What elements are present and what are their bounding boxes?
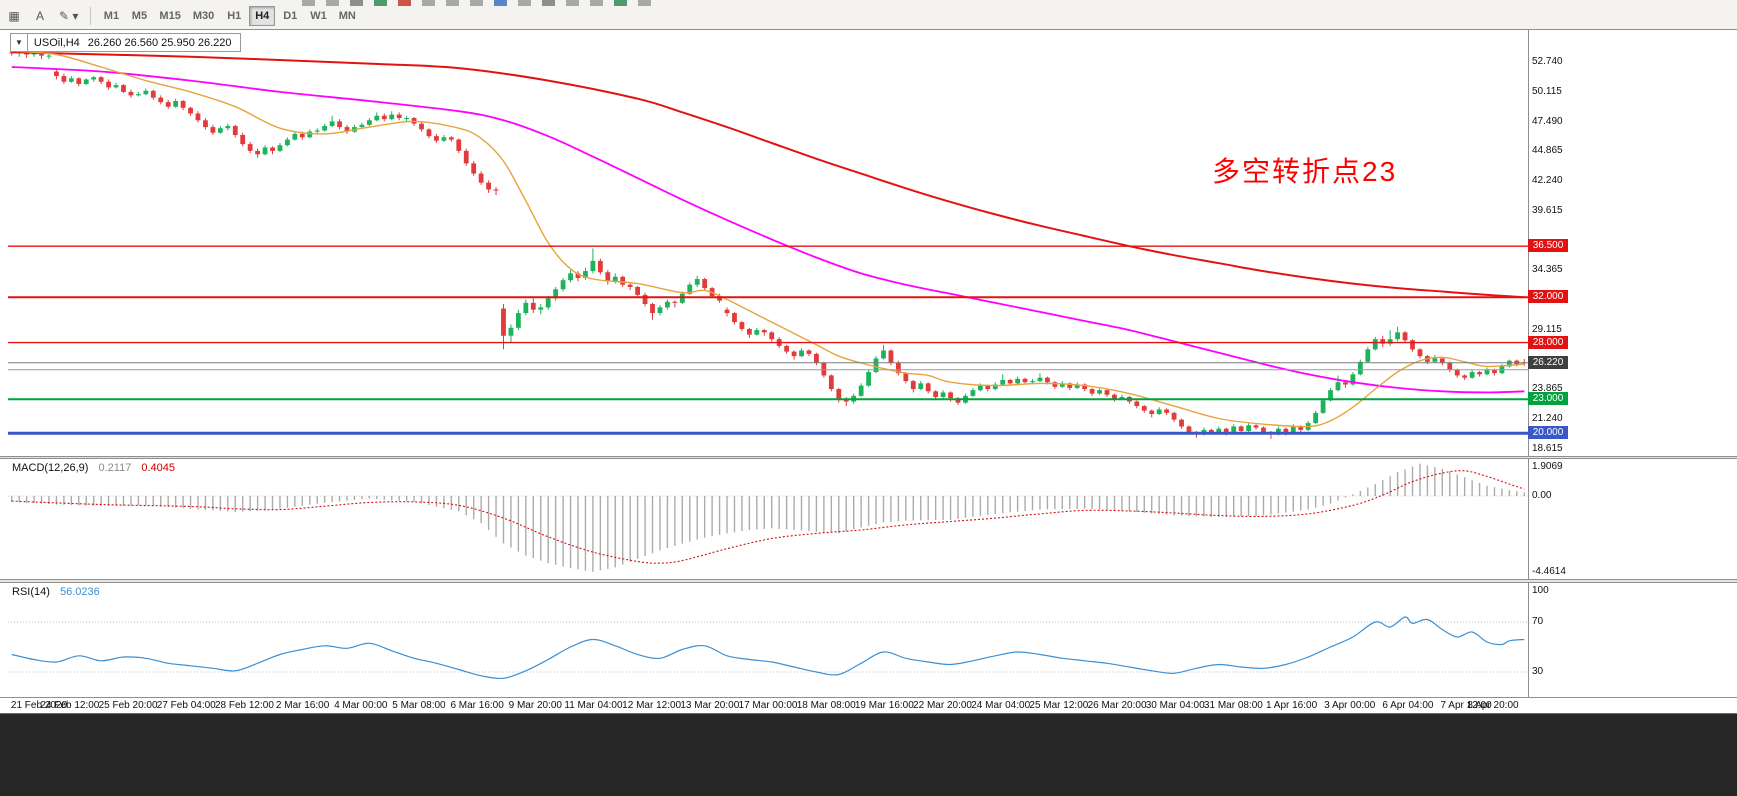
symbol-timeframe-label: USOil,H4 (33, 36, 80, 49)
timeframe-button-w1[interactable]: W1 (305, 6, 332, 26)
macd-indicator-label: MACD(12,26,9) 0.2117 0.4045 (12, 462, 175, 474)
cropped-toolbar-icon[interactable] (422, 0, 435, 6)
macd-main-value: 0.2117 (98, 462, 132, 474)
rsi-plot (8, 616, 1528, 680)
timeframe-button-h1[interactable]: H1 (221, 6, 247, 26)
toolbar-tools-group: ▦ A ✎ ▾ (2, 6, 83, 26)
macd-signal-line (11, 470, 1525, 564)
chart-annotation-text: 多空转折点23 (1212, 156, 1398, 187)
macd-plot (8, 463, 1528, 572)
timeframe-button-m30[interactable]: M30 (188, 6, 219, 26)
cropped-toolbar-icon[interactable] (470, 0, 483, 6)
timeframe-button-mn[interactable]: MN (334, 6, 361, 26)
ma-long-red (11, 51, 1525, 299)
bottom-dark-area (0, 714, 1737, 796)
cropped-toolbar-icon[interactable] (518, 0, 531, 6)
collapse-arrow-icon[interactable]: ▼ (11, 34, 28, 51)
cropped-toolbar-icon[interactable] (590, 0, 603, 6)
cropped-toolbar-icon[interactable] (302, 0, 315, 6)
rsi-line (11, 616, 1525, 680)
grid-icon[interactable]: ▦ (2, 6, 26, 26)
cropped-toolbar-icon[interactable] (374, 0, 387, 6)
text-tool-icon[interactable]: A (28, 6, 52, 26)
rsi-indicator-label: RSI(14) 56.0236 (12, 586, 100, 598)
timeframe-button-m15[interactable]: M15 (154, 6, 185, 26)
toolbar-main-row: ▦ A ✎ ▾ M1 M5 M15 M30 H1 H4 D1 W1 MN (2, 6, 361, 26)
timeframe-button-d1[interactable]: D1 (277, 6, 303, 26)
macd-name: MACD(12,26,9) (12, 462, 89, 474)
cropped-toolbar-icon[interactable] (566, 0, 579, 6)
rsi-name: RSI(14) (12, 586, 50, 598)
symbol-info-box: ▼ USOil,H4 26.260 26.560 25.950 26.220 (10, 33, 241, 52)
timeframe-button-h4[interactable]: H4 (249, 6, 276, 26)
draw-tools-icon[interactable]: ✎ ▾ (54, 6, 83, 26)
toolbar-separator (90, 7, 92, 25)
ma-mid-magenta (11, 66, 1525, 394)
cropped-toolbar-icon[interactable] (494, 0, 507, 6)
cropped-toolbar-icon[interactable] (638, 0, 651, 6)
cropped-toolbar-icon[interactable] (542, 0, 555, 6)
cropped-toolbar-icon[interactable] (350, 0, 363, 6)
cropped-toolbar-icon[interactable] (614, 0, 627, 6)
rsi-value: 56.0236 (59, 586, 100, 598)
price-scale[interactable] (1529, 30, 1566, 697)
macd-signal-value: 0.4045 (141, 462, 176, 474)
price-plot (8, 48, 1528, 439)
timeframe-button-m5[interactable]: M5 (126, 6, 152, 26)
time-scale[interactable] (0, 698, 1528, 713)
timeframe-button-m1[interactable]: M1 (98, 6, 124, 26)
cropped-toolbar-icon[interactable] (398, 0, 411, 6)
cropped-toolbar-icon[interactable] (446, 0, 459, 6)
ohlc-values: 26.260 26.560 25.950 26.220 (87, 36, 232, 49)
toolbar-timeframes-group: M1 M5 M15 M30 H1 H4 D1 W1 MN (98, 6, 360, 26)
cropped-toolbar-icons (302, 0, 651, 6)
cropped-toolbar-icon[interactable] (326, 0, 339, 6)
toolbar: ▦ A ✎ ▾ M1 M5 M15 M30 H1 H4 D1 W1 MN (0, 0, 1737, 30)
ma-fast-orange (11, 50, 1525, 428)
